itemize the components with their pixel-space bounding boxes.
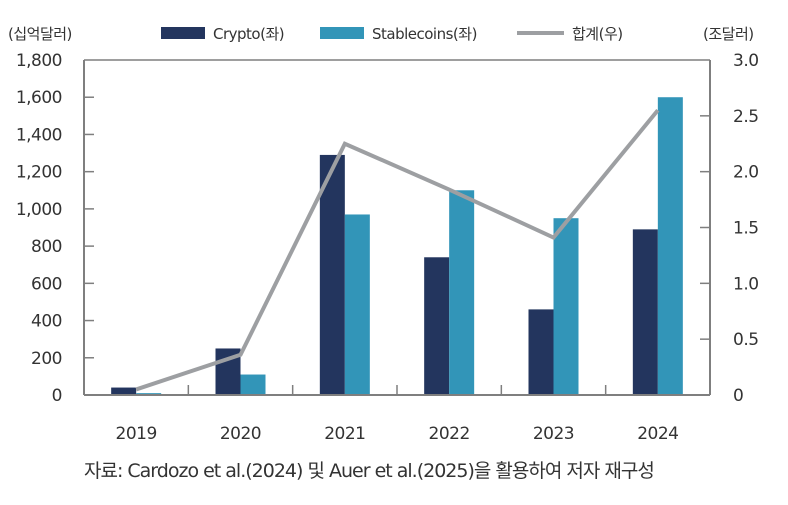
right-tick-label: 2.0 [733, 163, 759, 183]
x-tick-label: 2021 [324, 424, 365, 444]
right-tick-label: 3.0 [733, 51, 759, 71]
left-tick-label: 1,200 [16, 163, 62, 183]
right-tick-label: 1.5 [733, 219, 759, 239]
line-total [135, 108, 660, 392]
x-tick-label: 2019 [116, 424, 157, 444]
left-tick-label: 0 [52, 386, 62, 406]
left-tick-label: 1,000 [16, 200, 62, 220]
bar-crypto-2023 [528, 309, 554, 395]
x-tick-label: 2024 [637, 424, 678, 444]
bar-crypto-2022 [424, 257, 450, 395]
left-tick-label: 200 [31, 349, 62, 369]
legend-label-total: 합계(우) [572, 25, 623, 43]
left-tick-label: 1,800 [16, 51, 62, 71]
left-tick-label: 600 [31, 274, 62, 294]
legend-swatch-stablecoins [320, 27, 364, 39]
left-tick-label: 800 [31, 237, 62, 257]
right-axis-unit-label: (조달러) [703, 25, 754, 43]
bar-stablecoins-2024 [657, 97, 683, 395]
chart: Crypto(좌) Stablecoins(좌) 합계(우) (십억달러) (조… [8, 25, 759, 444]
left-tick-label: 1,600 [16, 88, 62, 108]
bar-stablecoins-2023 [553, 218, 579, 395]
x-tick-label: 2020 [220, 424, 261, 444]
legend-label-stablecoins: Stablecoins(좌) [372, 25, 477, 43]
source-note: 자료: Cardozo et al.(2024) 및 Auer et al.(2… [84, 460, 655, 482]
left-tick-label: 1,400 [16, 125, 62, 145]
right-tick-label: 1.0 [733, 274, 759, 294]
left-tick-label: 400 [31, 312, 62, 332]
bar-stablecoins-2020 [240, 374, 266, 395]
plot-area: 0 200 400 600 800 1,000 1,200 1,400 1,600 1,800 0 0… [16, 51, 759, 444]
right-tick-label: 0.5 [733, 330, 759, 350]
right-tick-label: 2.5 [733, 107, 759, 127]
legend: Crypto(좌) Stablecoins(좌) 합계(우) [161, 25, 623, 43]
bar-stablecoins-2021 [344, 214, 370, 395]
x-tick-label: 2022 [429, 424, 470, 444]
bar-crypto-2024 [632, 229, 658, 395]
right-tick-label: 0 [733, 386, 743, 406]
legend-label-crypto: Crypto(좌) [213, 25, 284, 43]
bar-crypto-2019 [111, 387, 137, 395]
bar-stablecoins-2022 [449, 190, 475, 395]
legend-swatch-crypto [161, 27, 205, 39]
left-axis-unit-label: (십억달러) [8, 25, 72, 43]
bar-crypto-2021 [319, 154, 345, 395]
x-tick-label: 2023 [533, 424, 574, 444]
